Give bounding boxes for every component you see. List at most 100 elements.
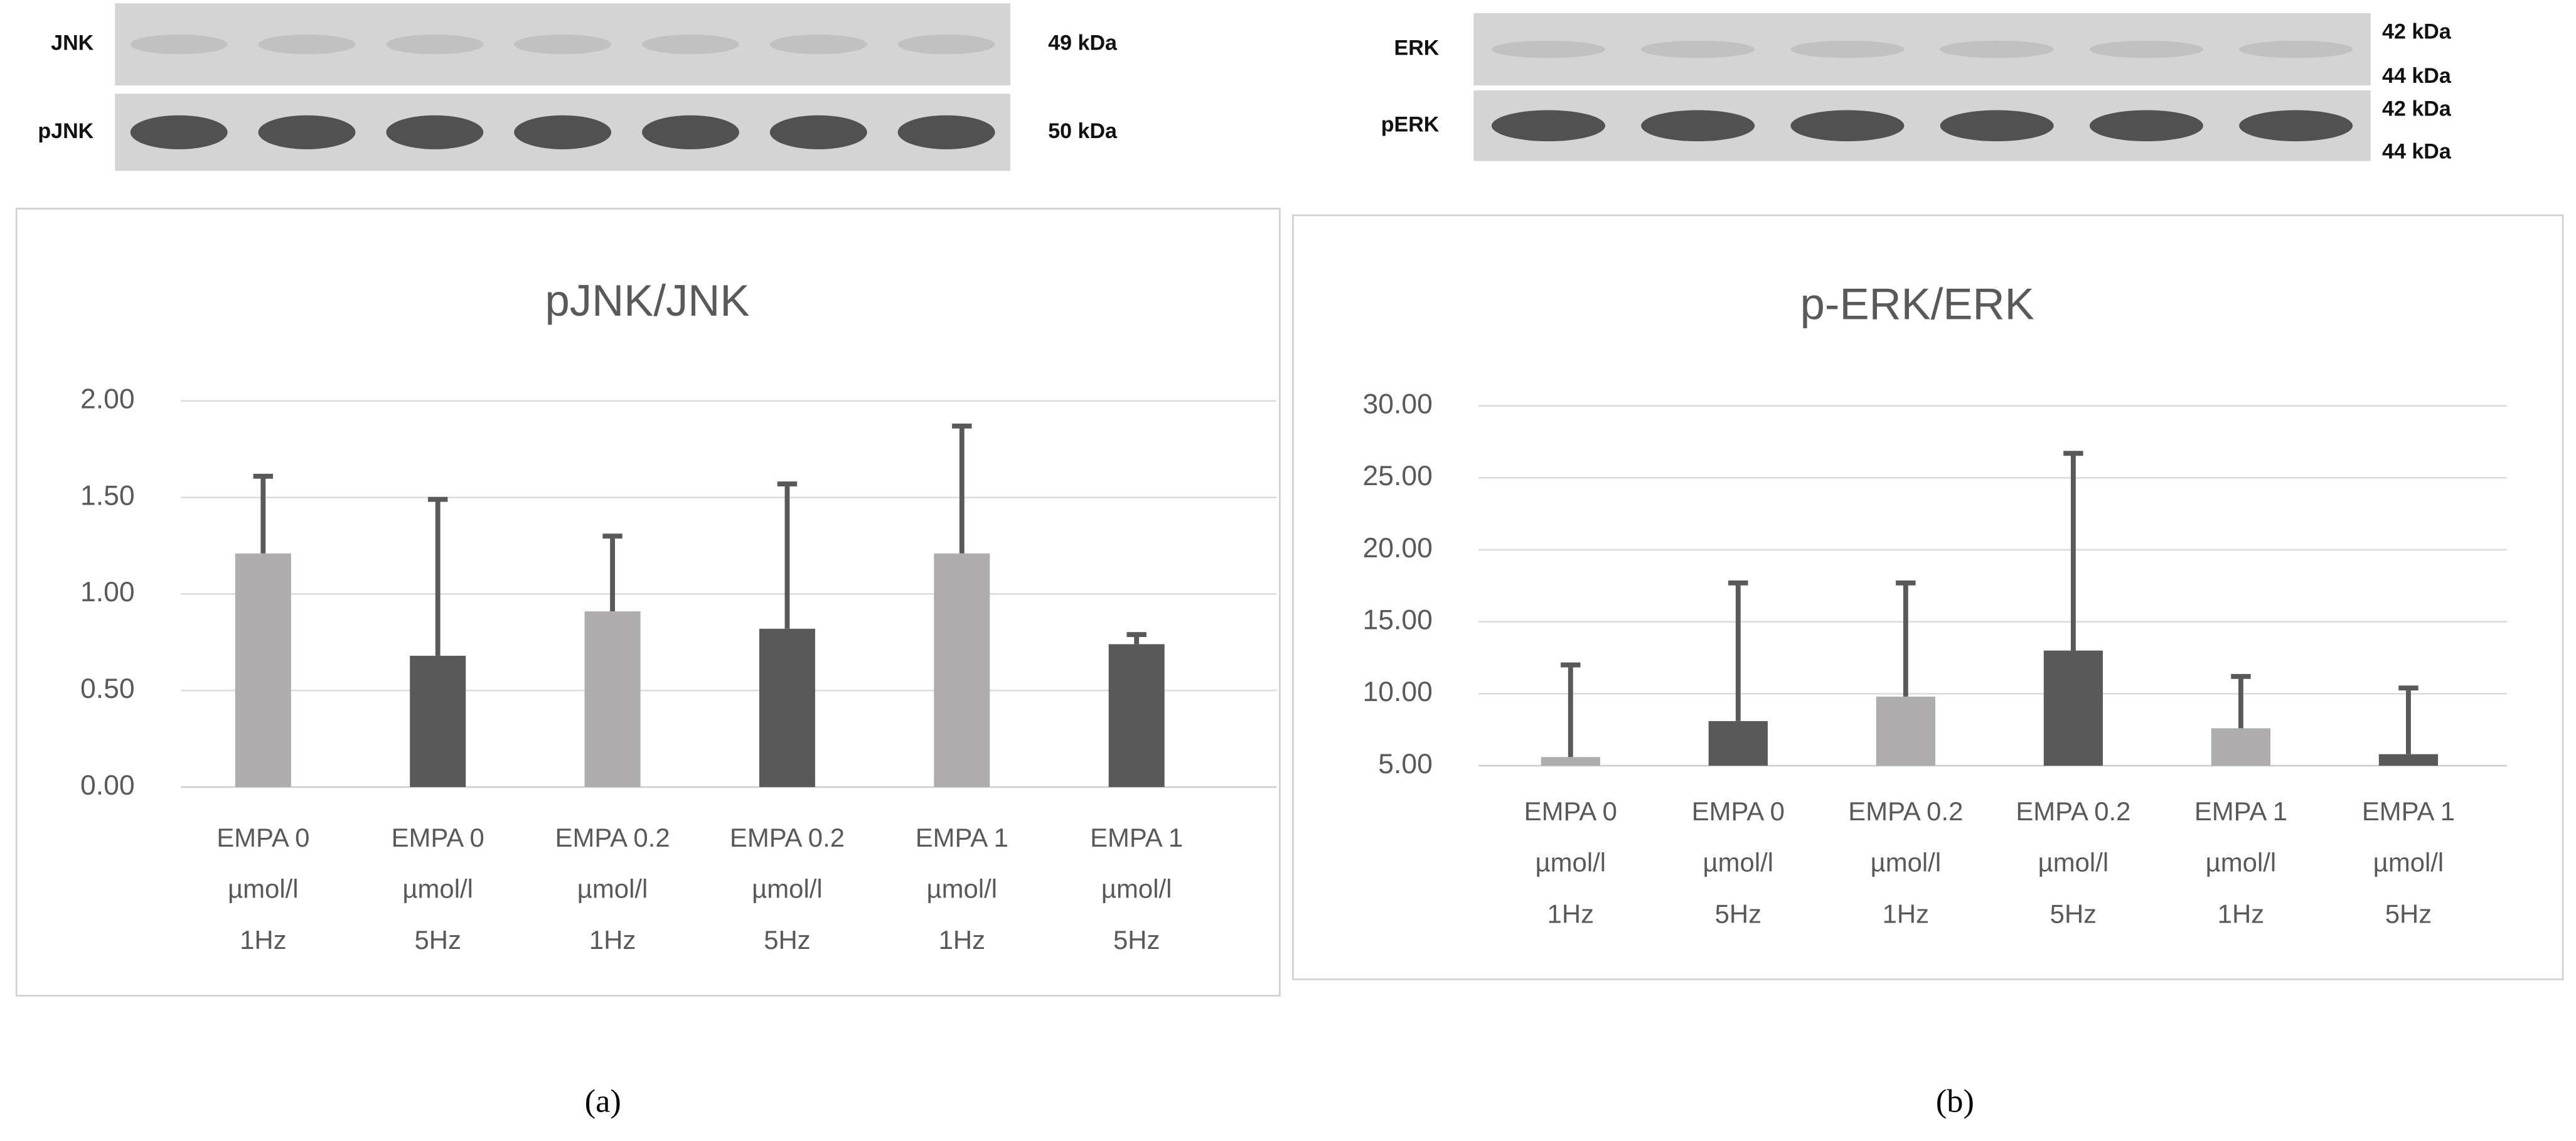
text-line: EMPA 0 [216,823,309,852]
bar [2043,650,2103,766]
blot-band [897,35,995,55]
text-line: EMPA 0.2 [555,823,670,852]
blot-band [897,115,995,149]
chart-frame [1292,214,2564,980]
text-line: µmol/l [2373,848,2444,877]
bar [934,553,990,788]
y-tick-label: 30.00 [1363,388,1433,419]
text-line: 1Hz [2218,899,2264,928]
blot-band [1790,110,1905,142]
text-line: EMPA 0 [1692,796,1785,826]
text-line: µmol/l [752,874,823,904]
blot-band [2239,110,2353,142]
text-line: EMPA 0.2 [1848,796,1963,826]
text-line: 5Hz [2050,899,2097,928]
blot-band [1940,110,2054,142]
x-tick-label: EMPA 0.2 µmol/l 5Hz [2016,796,2130,928]
blot-band [258,115,356,149]
y-tick-label: 10.00 [1363,677,1433,707]
x-tick-label: EMPA 1 µmol/l 5Hz [1090,823,1183,955]
x-tick-label: EMPA 0 µmol/l 5Hz [392,823,484,955]
blot-band [1940,40,2054,58]
text-line: µmol/l [1871,848,1942,877]
bar [584,611,641,788]
blot-band [514,115,612,149]
x-tick-label: EMPA 0 µmol/l 1Hz [1524,796,1617,928]
blot-band [642,115,739,149]
blot-label: JNK [51,31,94,55]
blot-band [1790,40,1905,58]
text-line: EMPA 0.2 [730,823,845,852]
blot-band [1491,110,1605,142]
bar [235,553,291,788]
text-line: 5Hz [414,925,461,955]
bar [2378,754,2439,766]
blot-band [1641,110,1755,142]
y-tick-label: 15.00 [1363,604,1433,635]
blot-strip [1473,90,2371,161]
blot-band [1641,40,1755,58]
blot-band [258,35,356,55]
size-marker: 44 kDa [2382,64,2452,88]
text-line: µmol/l [2038,848,2109,877]
blot-band [2089,110,2203,142]
text-line: EMPA 1 [2362,796,2455,826]
blot-band [514,35,612,55]
panel-label: (a) [585,1083,621,1119]
blot-band [642,35,739,55]
x-tick-label: EMPA 0.2 µmol/l 5Hz [730,823,845,955]
text-line: µmol/l [1101,874,1172,904]
panel-label: (b) [1936,1083,1974,1119]
bar [1541,757,1600,766]
text-line: EMPA 1 [2194,796,2287,826]
bar [2211,728,2271,766]
bar [1108,644,1165,788]
size-marker: 42 kDa [2382,97,2452,121]
text-line: µmol/l [577,874,648,904]
text-line: EMPA 1 [1090,823,1183,852]
blot-band [1491,40,1605,58]
text-line: 5Hz [1715,899,1761,928]
text-line: 1Hz [1883,899,1929,928]
text-line: EMPA 1 [916,823,1008,852]
blot-band [386,115,484,149]
text-line: µmol/l [927,874,998,904]
blot-label: ERK [1394,36,1440,60]
chart-title: p-ERK/ERK [1800,279,2034,328]
text-line: EMPA 0 [392,823,484,852]
y-tick-label: 25.00 [1363,461,1433,491]
text-line: 5Hz [1113,925,1160,955]
y-tick-label: 2.00 [80,384,135,415]
y-tick-label: 1.00 [80,577,135,608]
blot-band [130,35,228,55]
blot-label: pJNK [38,119,94,143]
blot-label: pERK [1381,112,1440,136]
text-line: µmol/l [402,874,473,904]
text-line: 5Hz [2385,899,2432,928]
size-marker: 49 kDa [1048,31,1118,55]
size-marker: 42 kDa [2382,19,2452,43]
text-line: EMPA 0 [1524,796,1617,826]
blot-band [386,35,484,55]
bar [1876,696,1935,766]
text-line: 1Hz [589,925,636,955]
blot-band [769,115,867,149]
x-tick-label: EMPA 0 µmol/l 5Hz [1692,796,1785,928]
text-line: EMPA 0.2 [2016,796,2130,826]
text-line: µmol/l [1536,848,1606,877]
text-line: 1Hz [240,925,286,955]
size-marker: 50 kDa [1048,119,1118,143]
x-tick-label: EMPA 0 µmol/l 1Hz [216,823,309,955]
text-line: µmol/l [228,874,299,904]
text-line: 5Hz [764,925,810,955]
size-marker: 44 kDa [2382,139,2452,163]
x-tick-label: EMPA 0.2 µmol/l 1Hz [1848,796,1963,928]
y-tick-label: 1.50 [80,480,135,511]
blot-band [2089,40,2203,58]
x-tick-label: EMPA 1 µmol/l 5Hz [2362,796,2455,928]
y-tick-label: 20.00 [1363,533,1433,564]
y-tick-label: 5.00 [1378,749,1433,779]
bar [410,655,466,788]
